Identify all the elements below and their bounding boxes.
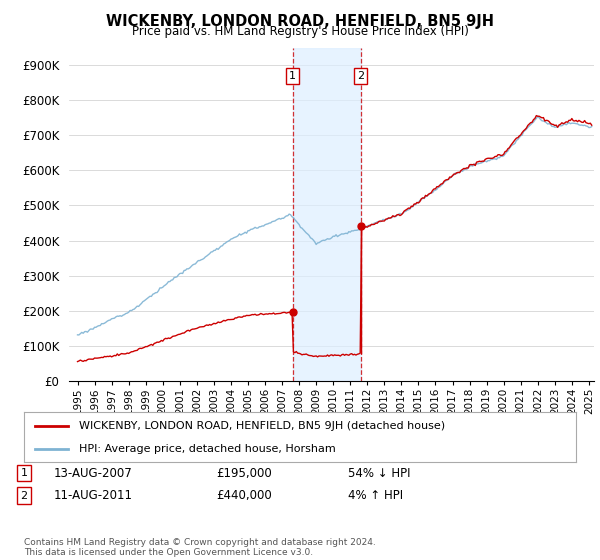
- Text: 2: 2: [20, 491, 28, 501]
- Text: 11-AUG-2011: 11-AUG-2011: [54, 489, 133, 502]
- Text: 2: 2: [357, 71, 364, 81]
- Text: 54% ↓ HPI: 54% ↓ HPI: [348, 466, 410, 480]
- Text: £440,000: £440,000: [216, 489, 272, 502]
- Text: Contains HM Land Registry data © Crown copyright and database right 2024.
This d: Contains HM Land Registry data © Crown c…: [24, 538, 376, 557]
- Text: HPI: Average price, detached house, Horsham: HPI: Average price, detached house, Hors…: [79, 445, 336, 454]
- Text: 1: 1: [289, 71, 296, 81]
- Bar: [293, 48, 361, 381]
- Text: Price paid vs. HM Land Registry's House Price Index (HPI): Price paid vs. HM Land Registry's House …: [131, 25, 469, 38]
- Text: WICKENBY, LONDON ROAD, HENFIELD, BN5 9JH: WICKENBY, LONDON ROAD, HENFIELD, BN5 9JH: [106, 14, 494, 29]
- Text: 4% ↑ HPI: 4% ↑ HPI: [348, 489, 403, 502]
- Text: £195,000: £195,000: [216, 466, 272, 480]
- Text: 1: 1: [20, 468, 28, 478]
- Text: WICKENBY, LONDON ROAD, HENFIELD, BN5 9JH (detached house): WICKENBY, LONDON ROAD, HENFIELD, BN5 9JH…: [79, 421, 445, 431]
- Text: 13-AUG-2007: 13-AUG-2007: [54, 466, 133, 480]
